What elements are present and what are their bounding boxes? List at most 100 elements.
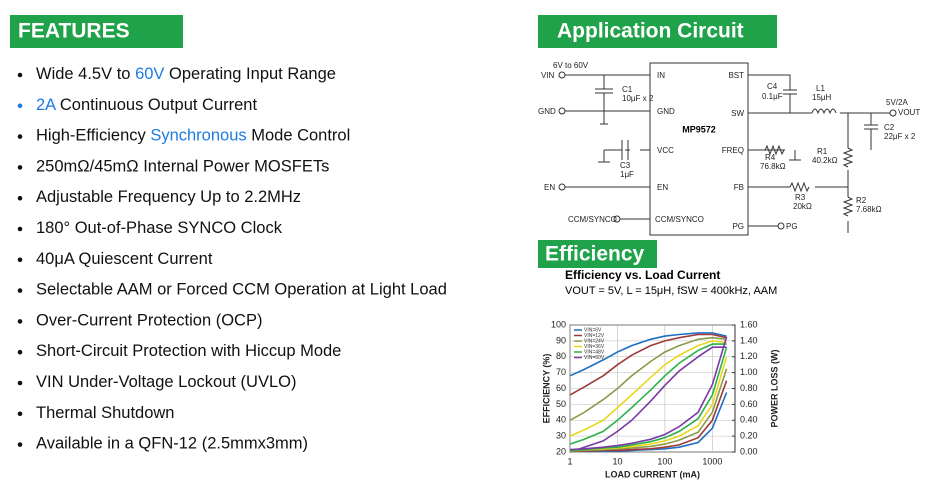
label: VOUT: [898, 108, 920, 117]
feature-part: Synchronous: [150, 127, 246, 145]
bullet: [17, 257, 23, 263]
label: C3: [620, 161, 631, 170]
label: C2: [884, 123, 895, 132]
series-line: [569, 332, 727, 377]
chart: 20 30 40 50 60 70 80 90 100 0.00 0.20 0.40 0.60 0.80 1…: [541, 319, 779, 479]
pin: SW: [731, 109, 744, 118]
feature-part: 40μA Quiescent Current: [36, 250, 213, 268]
y-tick-label: 80: [556, 351, 566, 361]
label: 76.8kΩ: [760, 162, 786, 171]
y-tick-label: 40: [556, 415, 566, 425]
bullet: [17, 380, 23, 386]
feature-part: Thermal Shutdown: [36, 404, 175, 422]
label: 6V to 60V: [553, 61, 589, 70]
label: R1: [817, 147, 828, 156]
y-tick-label: 90: [556, 335, 566, 345]
pin: BST: [728, 71, 744, 80]
bullet: [17, 165, 23, 170]
y-tick-label: 50: [556, 399, 566, 409]
y-tick-label: 20: [556, 446, 566, 456]
y2-axis-label: POWER LOSS (W): [769, 350, 779, 428]
feature-part: Available in a QFN-12 (2.5mmx3mm): [36, 435, 308, 453]
series-line: [569, 336, 728, 451]
series-line: [569, 343, 727, 445]
y-tick-label: 100: [551, 319, 566, 329]
feature-part: Short-Circuit Protection with Hiccup Mod…: [36, 343, 341, 361]
bullet: [17, 319, 23, 324]
x-tick-label: 100: [657, 456, 672, 466]
feature-part: Continuous Output Current: [55, 96, 257, 114]
bullet: [17, 411, 23, 417]
feature-part: High-Efficiency: [36, 127, 150, 145]
y2-tick-label: 1.00: [740, 367, 758, 377]
label: R4: [765, 153, 776, 162]
feature: High-Efficiency Synchronous Mode Control: [36, 127, 350, 145]
feature: Available in a QFN-12 (2.5mmx3mm): [36, 435, 308, 453]
label: 22μF x 2: [884, 132, 916, 141]
feature-part: 180° Out-of-Phase SYNCO Clock: [36, 219, 283, 237]
label: 20kΩ: [793, 202, 812, 211]
y-tick-label: 70: [556, 367, 566, 377]
label: R3: [795, 193, 806, 202]
wires: [562, 74, 890, 233]
label: 7.68kΩ: [856, 205, 882, 214]
feature-part: Mode Control: [247, 127, 351, 145]
label: 10μF x 2: [622, 94, 654, 103]
label: PG: [786, 222, 798, 231]
feature-part: 2A: [36, 96, 56, 114]
label: CCM/SYNCO: [568, 215, 617, 224]
label: 1μF: [620, 170, 634, 179]
feature: 40μA Quiescent Current: [36, 250, 213, 268]
label: L1: [816, 84, 825, 93]
chart-subtitle: VOUT = 5V, L = 15μH, fSW = 400kHz, AAM: [565, 285, 777, 297]
label: 40.2kΩ: [812, 156, 838, 165]
y2-tick-label: 1.40: [740, 335, 758, 345]
legend-label: VIN=60V: [584, 355, 605, 361]
x-tick-label: 1: [567, 456, 572, 466]
label: C4: [767, 82, 778, 91]
label: C1: [622, 85, 633, 94]
resistors: [764, 144, 854, 217]
legend-label: VIN=6V: [584, 327, 602, 333]
y2-tick-label: 0.40: [740, 415, 758, 425]
legend-label: VIN=48V: [584, 349, 605, 355]
feature: Adjustable Frequency Up to 2.2MHz: [36, 189, 301, 207]
feature-part: VIN Under-Voltage Lockout (UVLO): [36, 373, 296, 391]
feature-part: Selectable AAM or Forced CCM Operation a…: [36, 281, 447, 299]
feature-part: Operating Input Range: [164, 65, 336, 83]
y-tick-label: 60: [556, 383, 566, 393]
feature-list: Wide 4.5V to 60V Operating Input Range 2A…: [17, 65, 447, 453]
circuit-header: [538, 15, 777, 48]
chart-title: Efficiency vs. Load Current: [565, 268, 720, 282]
label: 0.1μF: [762, 92, 783, 101]
pin: EN: [657, 183, 668, 192]
label: R2: [856, 196, 867, 205]
legend-label: VIN=12V: [584, 333, 605, 339]
bullet: [17, 349, 23, 355]
label: GND: [538, 107, 556, 116]
bullet: [17, 288, 23, 293]
feature: VIN Under-Voltage Lockout (UVLO): [36, 373, 296, 391]
series-line: [569, 346, 727, 453]
y2-tick-label: 0.00: [740, 446, 758, 456]
feature-part: Over-Current Protection (OCP): [36, 312, 262, 330]
feature: Selectable AAM or Forced CCM Operation a…: [36, 281, 447, 299]
y-axis-label: EFFICIENCY (%): [541, 354, 551, 424]
bullet: [17, 134, 23, 139]
feature: Thermal Shutdown: [36, 404, 175, 422]
chip-name: MP9572: [682, 124, 716, 134]
x-tick-label: 10: [612, 456, 622, 466]
y2-tick-label: 0.20: [740, 431, 758, 441]
circuit: 6V to 60V VIN GND EN CCM/SYNCO PG IN GND…: [538, 61, 920, 236]
legend-label: VIN=36V: [584, 344, 605, 350]
y2-tick-label: 1.20: [740, 351, 758, 361]
feature-part: 60V: [135, 65, 164, 83]
feature: 180° Out-of-Phase SYNCO Clock: [36, 219, 283, 237]
y2-tick-label: 1.60: [740, 319, 758, 329]
y2-tick-label: 0.60: [740, 399, 758, 409]
features-header: [10, 15, 183, 48]
feature: Short-Circuit Protection with Hiccup Mod…: [36, 343, 341, 361]
features-title: FEATURES: [18, 20, 130, 43]
legend-label: VIN=24V: [584, 338, 605, 344]
